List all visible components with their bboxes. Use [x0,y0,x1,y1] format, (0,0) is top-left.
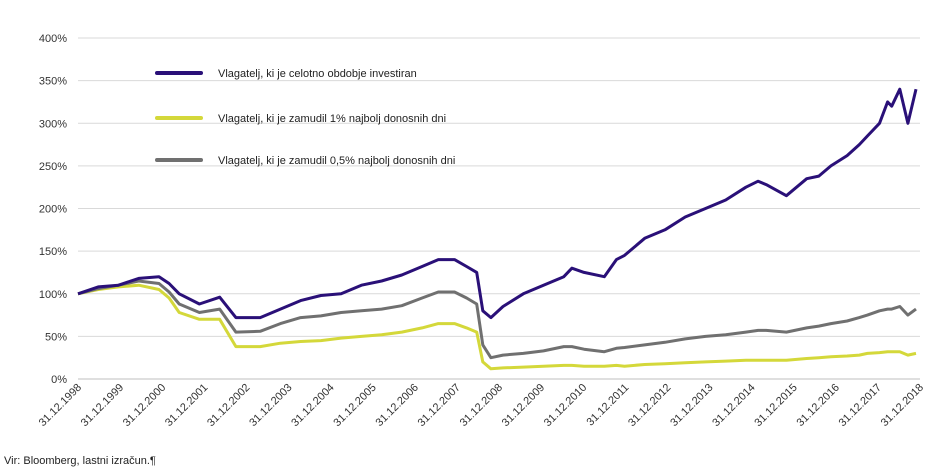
x-tick-label: 31.12.2015 [752,382,799,429]
x-tick-label: 31.12.2004 [289,382,336,429]
x-tick-label: 31.12.2013 [668,382,715,429]
x-tick-label: 31.12.2011 [585,382,632,429]
legend-label-invested: Vlagatelj, ki je celotno obdobje investi… [218,68,417,80]
y-tick-label: 400% [39,33,67,45]
x-tick-label: 31.12.2006 [374,382,421,429]
legend: Vlagatelj, ki je celotno obdobje investi… [155,68,455,167]
y-tick-label: 350% [39,76,67,88]
y-tick-label: 250% [39,161,67,173]
x-tick-label: 31.12.2018 [879,382,926,429]
y-tick-label: 100% [39,289,67,301]
x-tick-label: 31.12.1999 [79,382,126,429]
x-tick-label: 31.12.2001 [163,382,210,429]
x-tick-label: 31.12.2016 [795,382,842,429]
y-tick-label: 200% [39,204,67,216]
x-tick-label: 31.12.2003 [247,382,294,429]
legend-label-missed-05pct: Vlagatelj, ki je zamudil 0,5% najbolj do… [218,155,455,167]
x-axis-tick-labels: 31.12.199831.12.199931.12.200031.12.2001… [37,382,926,429]
x-tick-label: 31.12.2005 [331,382,378,429]
series-line-missed-1pct [77,283,917,371]
x-tick-label: 31.12.2000 [121,382,168,429]
legend-label-missed-1pct: Vlagatelj, ki je zamudil 1% najbolj dono… [218,113,446,125]
source-note: Vir: Bloomberg, lastni izračun.¶ [4,455,156,467]
series-line-invested [77,87,918,320]
x-tick-label: 31.12.2008 [458,382,505,429]
series-line-missed-05pct [77,279,917,360]
x-tick-label: 31.12.2014 [710,382,757,429]
x-tick-label: 31.12.2017 [837,382,884,429]
x-tick-label: 31.12.1998 [37,382,84,429]
x-tick-label: 31.12.2012 [626,382,673,429]
y-axis-tick-labels: 0% 50% 100% 150% 200% 250% 300% 350% 400% [39,33,67,386]
x-tick-label: 31.12.2010 [542,382,589,429]
gridlines [78,37,920,337]
x-tick-label: 31.12.2009 [500,382,547,429]
y-tick-label: 300% [39,118,67,130]
y-tick-label: 0% [51,374,67,386]
y-tick-label: 150% [39,246,67,258]
x-tick-label: 31.12.2007 [416,382,463,429]
series-lines [77,87,918,371]
x-tick-label: 31.12.2002 [205,382,252,429]
y-tick-label: 50% [45,331,67,343]
